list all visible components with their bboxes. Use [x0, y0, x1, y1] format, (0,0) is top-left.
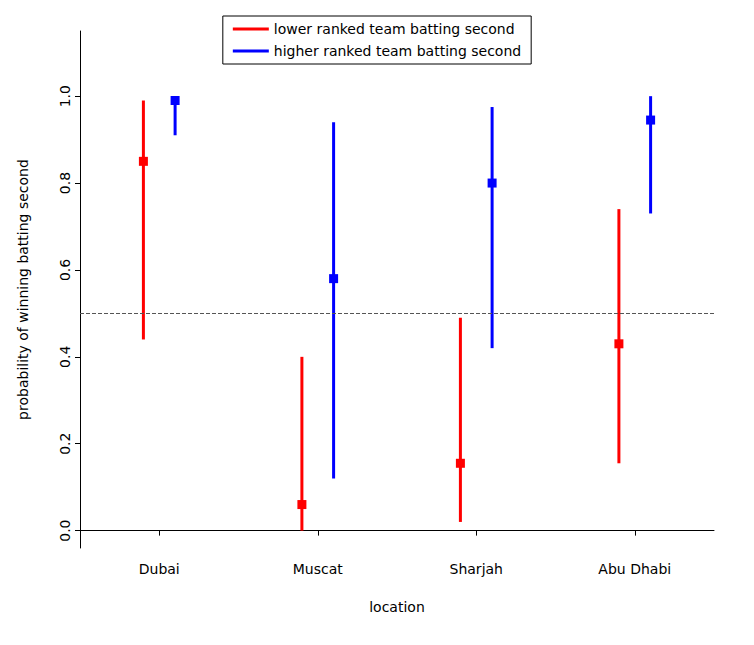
svg-text:Dubai: Dubai [139, 561, 180, 577]
svg-text:0.0: 0.0 [57, 519, 73, 541]
svg-text:1.0: 1.0 [57, 85, 73, 107]
svg-text:0.2: 0.2 [57, 433, 73, 455]
svg-text:Muscat: Muscat [293, 561, 344, 577]
svg-text:0.6: 0.6 [57, 259, 73, 281]
svg-text:probability of winning batting: probability of winning batting second [15, 159, 31, 420]
svg-text:lower ranked team batting seco: lower ranked team batting second [274, 21, 515, 37]
svg-text:0.8: 0.8 [57, 172, 73, 194]
svg-text:location: location [369, 599, 425, 615]
svg-text:0.4: 0.4 [57, 346, 73, 368]
svg-text:higher ranked team batting sec: higher ranked team batting second [274, 43, 521, 59]
svg-text:Abu Dhabi: Abu Dhabi [598, 561, 671, 577]
svg-text:Sharjah: Sharjah [450, 561, 503, 577]
